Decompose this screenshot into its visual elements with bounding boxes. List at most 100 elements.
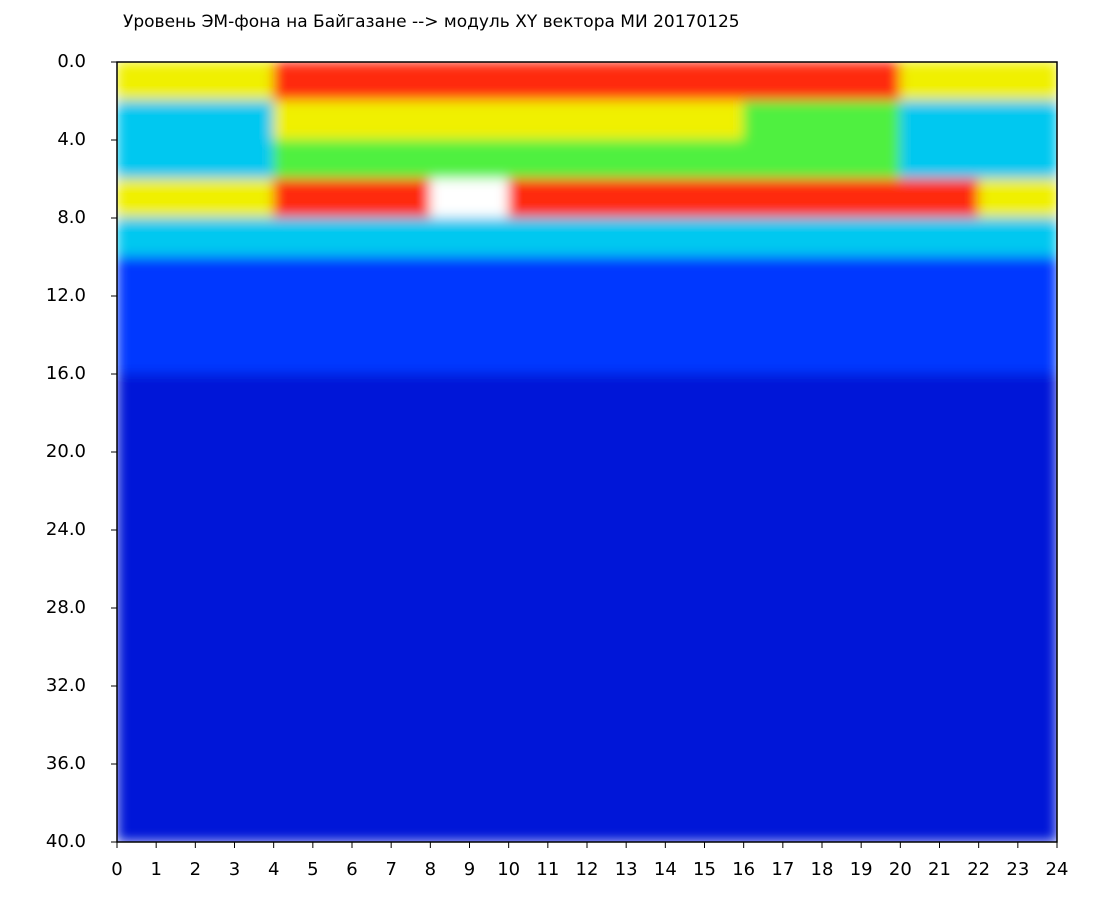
heat-cell xyxy=(743,373,823,414)
heat-cell xyxy=(429,646,510,687)
heat-cell xyxy=(821,685,901,726)
heat-cell xyxy=(978,412,1058,453)
heat-cell xyxy=(743,100,823,141)
heat-cell xyxy=(664,178,745,219)
heat-cell xyxy=(508,646,588,687)
heat-cell xyxy=(508,295,588,336)
heat-cell xyxy=(978,490,1058,531)
heat-cell xyxy=(821,61,901,102)
heat-cell xyxy=(586,724,666,765)
heat-cell xyxy=(194,763,275,804)
heat-cell xyxy=(351,61,431,102)
heat-cell xyxy=(821,490,901,531)
heat-cell xyxy=(116,724,196,765)
heat-cell xyxy=(429,724,510,765)
y-tick-label: 12.0 xyxy=(46,285,86,306)
heat-cell xyxy=(194,139,275,180)
heat-cell xyxy=(978,334,1058,375)
heat-cell xyxy=(586,178,666,219)
heat-cell xyxy=(429,685,510,726)
heat-cell xyxy=(821,529,901,570)
heat-cell xyxy=(508,607,588,648)
heat-cell xyxy=(821,334,901,375)
heat-cell xyxy=(116,256,196,297)
y-tick-label: 36.0 xyxy=(46,753,86,774)
heat-cell xyxy=(194,256,275,297)
heat-cell xyxy=(821,451,901,492)
x-tick-label: 7 xyxy=(385,859,396,880)
heat-cell xyxy=(743,763,823,804)
heat-cell xyxy=(743,490,823,531)
x-tick-label: 15 xyxy=(693,859,716,880)
heat-cell xyxy=(586,685,666,726)
heat-cell xyxy=(743,685,823,726)
heat-cell xyxy=(899,685,980,726)
heat-cell xyxy=(194,724,275,765)
heat-cell xyxy=(116,763,196,804)
heat-cell xyxy=(664,256,745,297)
heat-cell xyxy=(116,295,196,336)
heat-cell xyxy=(351,724,431,765)
heat-cell xyxy=(664,802,745,843)
chart-title: Уровень ЭМ-фона на Байгазане --> модуль … xyxy=(123,12,740,32)
heat-cell xyxy=(978,763,1058,804)
heat-cell xyxy=(194,61,275,102)
heat-cell xyxy=(194,295,275,336)
y-tick-label: 16.0 xyxy=(46,363,86,384)
heat-cell xyxy=(978,802,1058,843)
heat-cell xyxy=(508,529,588,570)
heat-cell xyxy=(273,217,353,258)
heat-cell xyxy=(273,607,353,648)
heat-cell xyxy=(978,724,1058,765)
heat-cell xyxy=(743,256,823,297)
heat-cell xyxy=(586,529,666,570)
heat-cell xyxy=(508,100,588,141)
heat-cell xyxy=(899,139,980,180)
heat-cell xyxy=(273,763,353,804)
heat-cell xyxy=(899,607,980,648)
y-tick-label: 24.0 xyxy=(46,519,86,540)
heat-cell xyxy=(116,646,196,687)
heat-cell xyxy=(194,217,275,258)
heat-cell xyxy=(899,295,980,336)
y-tick-label: 4.0 xyxy=(57,129,86,150)
heat-cell xyxy=(116,139,196,180)
heat-cell xyxy=(978,256,1058,297)
heat-cell xyxy=(821,412,901,453)
heat-cell xyxy=(586,646,666,687)
heat-cell xyxy=(194,373,275,414)
y-tick-label: 28.0 xyxy=(46,597,86,618)
heat-cell xyxy=(899,724,980,765)
heat-cell xyxy=(273,61,353,102)
heat-cell xyxy=(508,334,588,375)
heat-cell xyxy=(116,178,196,219)
heat-cell xyxy=(116,490,196,531)
heat-cell xyxy=(508,256,588,297)
heat-cell xyxy=(116,100,196,141)
heat-cell xyxy=(586,802,666,843)
heat-cell xyxy=(116,685,196,726)
heat-cell xyxy=(821,802,901,843)
heat-cell xyxy=(194,490,275,531)
heat-cell xyxy=(664,295,745,336)
heat-cell xyxy=(664,607,745,648)
heat-cell xyxy=(429,256,510,297)
x-tick-label: 13 xyxy=(615,859,638,880)
heat-cell xyxy=(273,724,353,765)
heat-cell xyxy=(508,217,588,258)
heat-cell xyxy=(351,529,431,570)
x-tick-label: 19 xyxy=(850,859,873,880)
heat-cell xyxy=(899,568,980,609)
x-tick-label: 24 xyxy=(1046,859,1069,880)
y-tick-label: 32.0 xyxy=(46,675,86,696)
heat-cell xyxy=(116,61,196,102)
heat-cell xyxy=(508,802,588,843)
heat-cell xyxy=(429,334,510,375)
heat-cell xyxy=(273,685,353,726)
heat-cell xyxy=(743,178,823,219)
heat-cell xyxy=(978,607,1058,648)
heat-cell xyxy=(194,334,275,375)
heat-cell xyxy=(664,100,745,141)
